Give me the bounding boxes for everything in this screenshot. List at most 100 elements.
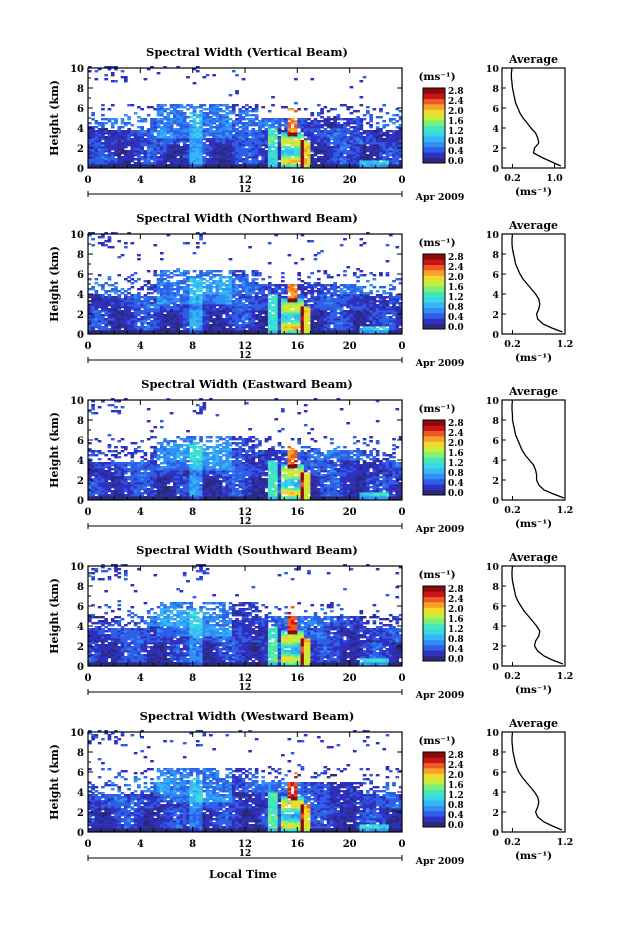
heatmap-cell	[323, 160, 328, 163]
heatmap-cell	[88, 136, 92, 139]
heatmap-cell	[163, 152, 167, 155]
heatmap-cell	[179, 112, 184, 115]
heatmap-cell	[231, 300, 236, 303]
heatmap-cell	[349, 284, 354, 287]
heatmap-cell	[280, 134, 285, 137]
heatmap-cell	[205, 160, 210, 163]
heatmap-cell	[215, 274, 220, 277]
heatmap-cell	[287, 136, 292, 139]
heatmap-cell	[137, 156, 141, 159]
heatmap-cell	[316, 160, 321, 163]
heatmap-cell	[300, 148, 305, 151]
heatmap-cell	[280, 154, 285, 157]
heatmap-cell	[349, 132, 354, 135]
heatmap-cell	[238, 270, 243, 273]
heatmap-cell	[248, 144, 252, 147]
heatmap-cell	[264, 138, 269, 141]
heatmap-cell	[294, 162, 298, 165]
heatmap-cell	[287, 158, 292, 161]
heatmap-cell	[114, 118, 118, 121]
heatmap-cell	[366, 130, 370, 133]
heatmap-cell	[150, 140, 154, 143]
heatmap-cell	[297, 108, 301, 111]
heatmap-cell	[179, 122, 184, 125]
heatmap-cell	[261, 140, 266, 143]
heatmap-cell	[159, 114, 164, 117]
heatmap-cell	[290, 160, 295, 163]
heatmap-cell	[215, 150, 220, 153]
heatmap-cell	[372, 286, 377, 289]
heatmap-cell	[307, 134, 311, 137]
heatmap-cell	[248, 106, 252, 109]
heatmap-cell	[159, 130, 164, 133]
heatmap-cell	[228, 150, 233, 153]
heatmap-cell	[356, 276, 360, 279]
heatmap-cell	[356, 122, 360, 125]
heatmap-cell	[94, 154, 99, 157]
heatmap-cell	[235, 146, 239, 149]
heatmap-cell	[231, 120, 236, 123]
heatmap-cell	[280, 162, 285, 165]
y-tick-label: 6	[77, 104, 84, 115]
heatmap-cell	[316, 114, 321, 117]
heatmap-cell	[326, 162, 331, 165]
heatmap-cell	[339, 164, 344, 167]
heatmap-cell	[385, 244, 390, 247]
heatmap-cell	[290, 152, 295, 155]
heatmap-cell	[261, 136, 266, 139]
heatmap-cell	[235, 114, 239, 117]
heatmap-cell	[343, 146, 347, 149]
heatmap-cell	[231, 328, 236, 331]
heatmap-cell	[280, 140, 285, 143]
heatmap-cell	[333, 158, 337, 161]
heatmap-cell	[179, 114, 184, 117]
heatmap-cell	[290, 120, 295, 123]
heatmap-cell	[310, 134, 315, 137]
heatmap-cell	[313, 282, 318, 285]
heatmap-cell	[284, 162, 288, 165]
heatmap-cell	[245, 304, 249, 307]
heatmap-cell	[140, 296, 144, 299]
heatmap-cell	[222, 138, 226, 141]
heatmap-cell	[326, 154, 331, 157]
heatmap-cell	[166, 132, 171, 135]
heatmap-cell	[277, 158, 282, 161]
heatmap-cell	[189, 128, 194, 131]
heatmap-cell	[382, 124, 387, 127]
heatmap-cell	[287, 130, 292, 133]
heatmap-cell	[300, 140, 305, 143]
heatmap-cell	[186, 146, 190, 149]
heatmap-cell	[274, 152, 279, 155]
heatmap-cell	[284, 130, 288, 133]
heatmap-cell	[231, 142, 236, 145]
heatmap-cell	[330, 166, 334, 169]
heatmap-cell	[251, 114, 256, 117]
heatmap-cell	[150, 154, 154, 157]
heatmap-cell	[173, 160, 177, 163]
heatmap-cell	[228, 122, 233, 125]
heatmap-cell	[330, 158, 334, 161]
heatmap-cell	[123, 78, 128, 81]
heatmap-cell	[202, 116, 207, 119]
heatmap-cell	[205, 132, 210, 135]
heatmap-cell	[140, 286, 144, 289]
heatmap-cell	[169, 110, 174, 113]
heatmap-cell	[117, 136, 122, 139]
heatmap-cell	[192, 270, 197, 273]
heatmap-cell	[369, 162, 373, 165]
heatmap-cell	[225, 106, 230, 109]
heatmap-cell	[101, 152, 105, 155]
heatmap-cell	[202, 134, 207, 137]
heatmap-cell	[231, 160, 236, 163]
heatmap-cell	[310, 158, 315, 161]
colorbar-segment	[423, 125, 445, 132]
heatmap-cell	[209, 106, 213, 109]
heatmap-cell	[202, 108, 207, 111]
heatmap-cell	[205, 138, 210, 141]
heatmap-cell	[140, 132, 144, 135]
heatmap-cell	[264, 166, 269, 169]
heatmap-cell	[316, 134, 321, 137]
heatmap-cell	[294, 262, 298, 265]
heatmap-cell	[222, 136, 226, 139]
